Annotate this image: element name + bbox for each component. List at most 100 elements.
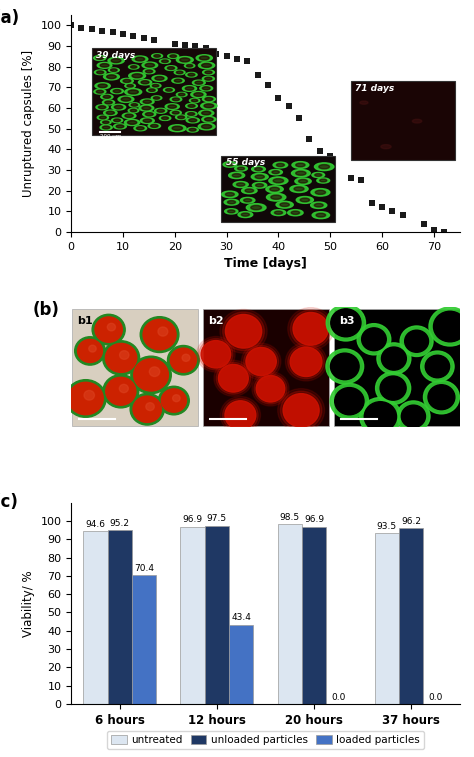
Circle shape [326, 349, 364, 384]
Circle shape [200, 56, 209, 60]
Circle shape [281, 391, 322, 429]
Circle shape [107, 75, 116, 79]
Circle shape [111, 59, 121, 63]
Circle shape [176, 92, 187, 97]
Circle shape [131, 66, 137, 68]
Circle shape [377, 343, 411, 374]
Circle shape [252, 182, 267, 188]
Circle shape [158, 386, 189, 415]
Circle shape [146, 88, 157, 92]
Circle shape [94, 89, 106, 94]
Circle shape [219, 364, 248, 392]
Circle shape [237, 183, 245, 186]
Circle shape [428, 385, 455, 410]
Circle shape [202, 76, 214, 81]
Circle shape [283, 394, 319, 427]
Circle shape [412, 120, 422, 123]
Circle shape [128, 65, 139, 69]
Text: (b): (b) [32, 301, 59, 319]
Circle shape [292, 161, 309, 168]
Circle shape [288, 345, 324, 378]
Circle shape [100, 116, 106, 119]
Circle shape [397, 401, 430, 431]
Circle shape [108, 58, 124, 64]
Circle shape [252, 372, 289, 406]
Circle shape [179, 93, 185, 96]
Text: 97.5: 97.5 [207, 514, 227, 523]
Circle shape [326, 304, 365, 341]
Circle shape [105, 101, 112, 104]
Circle shape [111, 104, 126, 110]
Circle shape [246, 347, 276, 375]
Circle shape [240, 198, 255, 203]
Circle shape [127, 85, 133, 87]
Circle shape [205, 77, 212, 80]
Circle shape [400, 326, 433, 357]
Circle shape [200, 86, 213, 91]
Circle shape [155, 76, 164, 80]
Circle shape [111, 118, 123, 123]
Circle shape [123, 79, 131, 83]
Bar [73, 309, 198, 426]
Text: b3: b3 [339, 316, 355, 326]
Circle shape [276, 164, 284, 167]
Circle shape [120, 79, 133, 83]
Circle shape [317, 178, 330, 183]
Circle shape [290, 185, 308, 192]
Circle shape [285, 343, 327, 381]
Circle shape [143, 69, 155, 73]
Circle shape [110, 69, 117, 71]
Circle shape [314, 163, 334, 170]
Circle shape [161, 389, 186, 413]
Circle shape [245, 189, 254, 192]
Circle shape [272, 170, 279, 173]
Circle shape [188, 113, 195, 115]
Circle shape [153, 85, 159, 87]
Circle shape [174, 79, 182, 83]
Circle shape [199, 338, 233, 370]
Circle shape [242, 188, 257, 194]
Circle shape [146, 113, 153, 116]
Circle shape [429, 307, 471, 346]
Circle shape [184, 64, 195, 68]
Circle shape [251, 205, 262, 210]
Circle shape [173, 98, 180, 101]
Circle shape [319, 179, 327, 182]
Circle shape [113, 89, 121, 92]
Text: 94.6: 94.6 [85, 519, 105, 528]
Circle shape [170, 111, 182, 115]
Circle shape [421, 351, 454, 382]
Circle shape [382, 347, 406, 370]
Circle shape [99, 106, 106, 109]
Circle shape [141, 81, 149, 84]
Circle shape [296, 197, 313, 204]
Circle shape [114, 124, 127, 129]
Circle shape [167, 67, 174, 70]
Circle shape [185, 111, 197, 117]
Circle shape [162, 117, 169, 120]
Circle shape [214, 360, 253, 396]
Circle shape [330, 383, 369, 419]
Circle shape [119, 350, 129, 360]
Circle shape [178, 116, 184, 119]
Bar [278, 524, 302, 704]
Circle shape [375, 372, 410, 404]
Circle shape [150, 83, 161, 88]
Y-axis label: Unruptured capsules [%]: Unruptured capsules [%] [22, 50, 35, 197]
Circle shape [95, 317, 122, 342]
Circle shape [96, 90, 103, 93]
Circle shape [176, 71, 183, 73]
Circle shape [190, 98, 200, 103]
Circle shape [232, 173, 241, 177]
Text: 96.9: 96.9 [182, 516, 202, 525]
Circle shape [295, 178, 311, 185]
Circle shape [252, 167, 265, 172]
Text: (a): (a) [0, 8, 19, 26]
Circle shape [255, 175, 264, 179]
Circle shape [118, 96, 134, 102]
Circle shape [195, 81, 203, 84]
Circle shape [244, 345, 279, 378]
Circle shape [107, 323, 116, 331]
Circle shape [331, 309, 361, 337]
Circle shape [434, 311, 466, 342]
